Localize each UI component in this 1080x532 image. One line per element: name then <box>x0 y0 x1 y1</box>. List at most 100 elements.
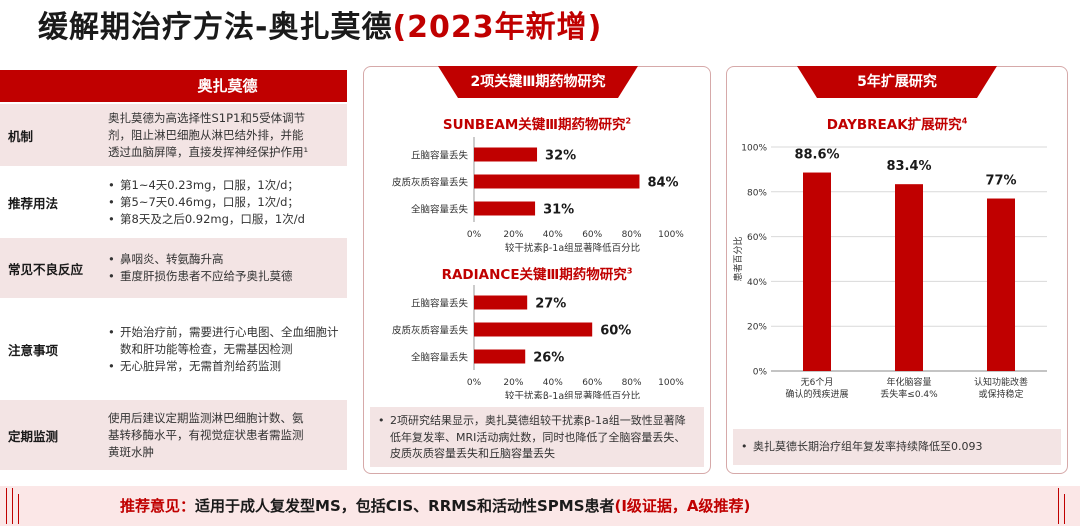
value-label: 31% <box>543 203 574 218</box>
page-title-main: 缓解期治疗方法-奥扎莫德 <box>38 10 393 45</box>
bullet-icon: • <box>108 194 115 209</box>
content-line: 基转移酶水平，有视觉症状患者需监测 <box>108 427 304 442</box>
list-item: • 无心脏异常，无需首剂给药监测 <box>108 358 281 373</box>
bar <box>474 295 528 310</box>
list-item: • 开始治疗前，需要进行心电图、全血细胞计数和肝功能等检查，无需基因检测 <box>108 324 339 356</box>
x-axis-label: 较干扰素β-1a组显著降低百分比 <box>505 390 640 399</box>
category-label: 无6个月 <box>801 377 834 388</box>
row-label: 机制 <box>8 128 34 144</box>
ozanimod-info-table: 奥扎莫德 机制 奥扎莫德为高选择性S1P1和5受体调节 剂，阻止淋巴细胞从淋巴结… <box>0 70 347 470</box>
y-tick-label: 60% <box>747 233 767 243</box>
bullet-icon: • <box>108 358 115 373</box>
x-tick-label: 60% <box>582 378 602 388</box>
decorative-line <box>12 488 13 524</box>
radiance-chart: 丘脑容量丢失 27% 皮质灰质容量丢失 60% 全脑容量丢失 26% 0% 20% 40% 60%… <box>392 285 684 399</box>
bullet-icon: • <box>108 211 115 226</box>
value-label: 27% <box>535 297 566 312</box>
extension-study-panel: 5年扩展研究 DAYBREAK扩展研究4 0% 20% 40% 60% 80% 100% 患… <box>726 66 1068 474</box>
bullet-icon: • <box>108 252 115 266</box>
content-line: 奥扎莫德为高选择性S1P1和5受体调节 <box>108 110 306 125</box>
row-content: • 鼻咽炎、转氨酶升高 • 重度肝损伤患者不应给予奥扎莫德 <box>108 251 347 285</box>
row-adverse-reactions: 常见不良反应 • 鼻咽炎、转氨酶升高 • 重度肝损伤患者不应给予奥扎莫德 <box>0 238 347 298</box>
category-label: 丘脑容量丢失 <box>411 298 469 310</box>
x-tick-label: 20% <box>503 230 523 240</box>
bar <box>474 147 538 162</box>
x-tick-label: 0% <box>467 230 482 240</box>
x-axis-label: 较干扰素β-1a组显著降低百分比 <box>505 242 640 253</box>
y-axis-label: 患者百分比 <box>732 236 744 281</box>
list-item: • 第5~7天0.46mg，口服，1次/d； <box>108 194 299 209</box>
bar <box>803 172 831 371</box>
content-line: 透过血脑屏障，直接发挥神经保护作用¹ <box>108 144 309 159</box>
list-item: • 奥扎莫德长期治疗组年复发率持续降低至0.093 <box>741 435 1053 459</box>
bar <box>474 349 526 364</box>
panel-tab-label: 2项关键Ⅲ期药物研究 <box>438 66 638 98</box>
table-header: 奥扎莫德 <box>0 70 347 102</box>
value-label: 32% <box>545 149 576 164</box>
phase3-studies-panel: 2项关键Ⅲ期药物研究 SUNBEAM关键Ⅲ期药物研究2 丘脑容量丢失 32% 皮质灰… <box>363 66 711 474</box>
row-precautions: 注意事项 • 开始治疗前，需要进行心电图、全血细胞计数和肝功能等检查，无需基因检测… <box>0 302 347 396</box>
category-label: 皮质灰质容量丢失 <box>392 177 469 189</box>
sunbeam-chart-title: SUNBEAM关键Ⅲ期药物研究2 <box>442 116 632 134</box>
category-label: 或保持稳定 <box>978 388 1023 400</box>
x-tick-label: 80% <box>622 230 642 240</box>
y-tick-label: 20% <box>747 323 767 333</box>
list-item: • 2项研究结果显示，奥扎莫德组较干扰素β-1a组一致性显著降低年复发率、MRI活… <box>378 413 696 463</box>
row-dosage: 推荐用法 • 第1~4天0.23mg，口服，1次/d； • 第5~7天0.46mg，… <box>0 170 347 234</box>
radiance-chart-title: RADIANCE关键Ⅲ期药物研究3 <box>441 266 633 284</box>
daybreak-chart-title: DAYBREAK扩展研究4 <box>826 116 968 134</box>
panel-tab-label: 5年扩展研究 <box>797 66 997 98</box>
content-line: 黄斑水肿 <box>108 444 154 459</box>
bar <box>474 322 593 337</box>
row-label: 定期监测 <box>8 428 59 444</box>
bar <box>474 174 640 189</box>
value-label: 77% <box>985 174 1016 189</box>
y-tick-label: 80% <box>747 188 767 198</box>
page-title-year: (2023年新增) <box>392 10 603 45</box>
bullet-icon: • <box>741 440 748 453</box>
recommendation-body: 适用于成人复发型MS，包括CIS、RRMS和活动性SPMS患者 <box>195 497 615 515</box>
category-label: 丘脑容量丢失 <box>411 150 469 162</box>
decorative-line <box>6 488 7 524</box>
row-content: • 开始治疗前，需要进行心电图、全血细胞计数和肝功能等检查，无需基因检测 • 无心脏… <box>108 324 347 375</box>
row-label: 推荐用法 <box>8 195 59 211</box>
row-label: 注意事项 <box>8 342 59 358</box>
bullet-icon: • <box>108 324 115 339</box>
x-tick-label: 60% <box>582 230 602 240</box>
y-tick-label: 40% <box>747 278 767 288</box>
value-label: 84% <box>647 176 678 191</box>
row-mechanism: 机制 奥扎莫德为高选择性S1P1和5受体调节 剂，阻止淋巴细胞从淋巴结外排，并能… <box>0 104 347 166</box>
decorative-line <box>1058 488 1059 524</box>
bar <box>895 184 923 371</box>
value-label: 26% <box>533 351 564 366</box>
row-monitoring: 定期监测 使用后建议定期监测淋巴细胞计数、氨 基转移酶水平，有视觉症状患者需监测… <box>0 400 347 470</box>
recommendation-bar: 推荐意见：适用于成人复发型MS，包括CIS、RRMS和活动性SPMS患者(Ⅰ级证… <box>0 486 1080 526</box>
x-tick-label: 80% <box>622 378 642 388</box>
list-item: • 第8天及之后0.92mg，口服，1次/d <box>108 211 305 226</box>
evidence-level: (Ⅰ级证据，A级推荐) <box>614 497 751 515</box>
y-tick-label: 100% <box>741 144 767 154</box>
mid-panel-note: • 2项研究结果显示，奥扎莫德组较干扰素β-1a组一致性显著降低年复发率、MRI活… <box>370 407 704 467</box>
y-tick-label: 0% <box>753 368 768 378</box>
category-label: 皮质灰质容量丢失 <box>392 325 469 337</box>
x-tick-label: 0% <box>467 378 482 388</box>
bullet-icon: • <box>378 414 385 427</box>
value-label: 88.6% <box>794 148 839 163</box>
right-panel-note: • 奥扎莫德长期治疗组年复发率持续降低至0.093 <box>733 429 1061 465</box>
list-item: • 鼻咽炎、转氨酶升高 <box>108 252 224 266</box>
row-content: • 第1~4天0.23mg，口服，1次/d； • 第5~7天0.46mg，口服，1次… <box>108 177 347 228</box>
content-line: 使用后建议定期监测淋巴细胞计数、氨 <box>108 410 304 425</box>
bar <box>474 201 536 216</box>
list-item: • 重度肝损伤患者不应给予奥扎莫德 <box>108 269 293 283</box>
recommendation-text: 推荐意见：适用于成人复发型MS，包括CIS、RRMS和活动性SPMS患者(Ⅰ级证… <box>120 486 750 526</box>
category-label: 全脑容量丢失 <box>411 352 469 364</box>
x-tick-label: 100% <box>658 230 684 240</box>
bar <box>987 198 1015 371</box>
page-title: 缓解期治疗方法-奥扎莫德(2023年新增) <box>38 6 602 50</box>
bullet-icon: • <box>108 269 115 283</box>
value-label: 60% <box>600 324 631 339</box>
decorative-line <box>1064 494 1065 524</box>
x-tick-label: 100% <box>658 378 684 388</box>
sunbeam-chart: 丘脑容量丢失 32% 皮质灰质容量丢失 84% 全脑容量丢失 31% 0% 20% 40% 60%… <box>392 137 684 253</box>
